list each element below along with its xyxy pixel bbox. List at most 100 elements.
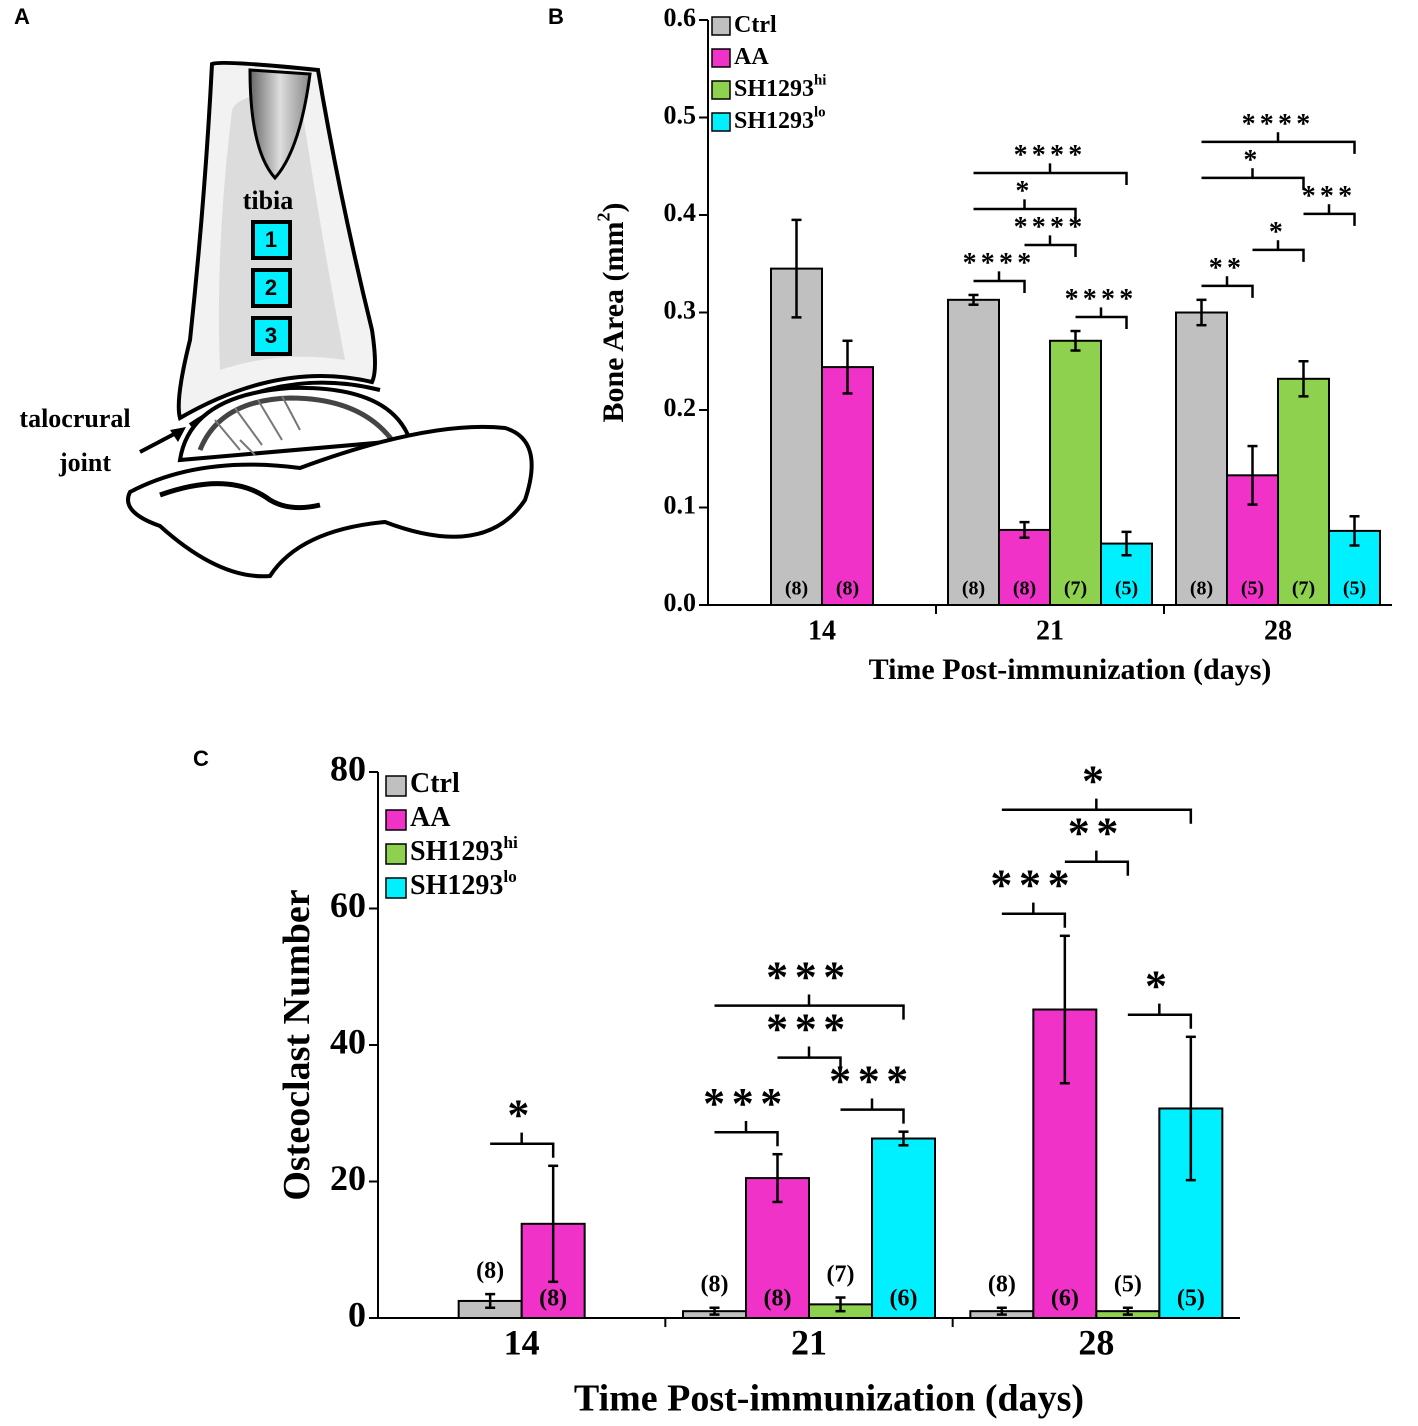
error-bar — [1121, 530, 1132, 557]
significance-bracket: *** — [1302, 181, 1356, 226]
n-label: (8) — [476, 1258, 504, 1284]
n-label: (8) — [988, 1272, 1016, 1298]
significance-label: *** — [766, 1005, 852, 1054]
legend-label: Ctrl — [734, 12, 777, 38]
significance-label: * — [1145, 962, 1174, 1011]
y-tick-label: 80 — [330, 748, 366, 788]
significance-label: **** — [1014, 212, 1087, 243]
bracket-line — [1127, 1013, 1193, 1029]
y-axis-label-text: Osteoclast Number — [276, 889, 318, 1200]
x-tick-label: 14 — [504, 1322, 540, 1362]
legend-swatch — [711, 48, 731, 68]
regions: 1 2 3 — [251, 220, 292, 356]
legend-sup: hi — [814, 73, 826, 89]
panel-label: C — [193, 746, 209, 771]
significance-bracket: **** — [1014, 212, 1087, 257]
significance-bracket: *** — [766, 1005, 852, 1072]
error-bar — [1196, 298, 1207, 327]
n-label: (5) — [1115, 578, 1138, 600]
n-label: (8) — [1013, 578, 1036, 600]
y-tick-label: 0.6 — [664, 3, 697, 32]
significance-label: * — [1082, 757, 1111, 806]
bone-label: tibia — [243, 186, 294, 215]
legend-sup: lo — [814, 105, 826, 121]
significance-label: **** — [963, 248, 1036, 279]
error-bar — [1122, 1306, 1133, 1316]
legend-name: AA — [734, 44, 769, 70]
bracket-line — [714, 1004, 905, 1020]
bracket-line — [973, 279, 1026, 293]
error-bar — [842, 339, 853, 395]
n-label: (8) — [764, 1286, 792, 1312]
y-axis-label: Bone Area (mm2) — [594, 202, 630, 422]
x-axis-label: Time Post-immunization (days) — [574, 1378, 1084, 1420]
significance-bracket: **** — [963, 248, 1036, 293]
significance-label: *** — [703, 1079, 789, 1128]
legend-swatch — [711, 16, 731, 36]
legend-sup: hi — [503, 833, 518, 852]
y-tick-label: 40 — [330, 1021, 366, 1061]
n-label: (8) — [701, 1272, 729, 1298]
y-tick-label: 0.2 — [664, 393, 697, 422]
error-bar — [485, 1292, 496, 1310]
bracket-line — [1303, 212, 1356, 226]
legend-swatch — [711, 80, 731, 100]
region-box — [251, 220, 292, 260]
y-tick-label: 0.0 — [664, 588, 697, 617]
legend-name: Ctrl — [410, 768, 460, 799]
calcaneus-line — [159, 481, 321, 511]
arrow — [139, 430, 179, 454]
chart: B0.00.10.20.30.40.50.614(8) (8)21(8) (8) (7… — [548, 3, 1392, 686]
y-axis-label-end: ) — [597, 202, 630, 212]
x-tick-label: 21 — [791, 1322, 827, 1362]
significance-bracket: *** — [990, 861, 1070, 928]
significance-bracket: * — [973, 176, 1077, 221]
legend-label: SH1293hi — [734, 73, 826, 101]
region-label: 3 — [265, 323, 277, 348]
significance-label: **** — [1065, 284, 1138, 315]
arrow-head — [170, 427, 186, 442]
bracket-line — [490, 1142, 555, 1158]
y-tick-label: 0 — [348, 1294, 366, 1334]
joint-label: joint — [58, 448, 111, 477]
bracket-line — [840, 1108, 905, 1124]
joint-label: talocrural — [19, 404, 130, 433]
significance-bracket: **** — [1201, 109, 1356, 154]
significance-label: * — [507, 1091, 536, 1140]
bracket-line — [1001, 808, 1193, 824]
significance-bracket: ** — [1201, 253, 1254, 298]
x-axis-label: Time Post-immunization (days) — [869, 653, 1272, 686]
significance-label: **** — [1242, 109, 1315, 140]
bracket-line — [1064, 860, 1130, 876]
legend-name: SH1293 — [734, 76, 814, 102]
x-tick-label: 28 — [1264, 615, 1292, 646]
legend-sup: lo — [503, 867, 517, 886]
legend-label: AA — [734, 44, 769, 70]
bracket-line — [777, 1056, 842, 1072]
bar — [1175, 311, 1228, 606]
bracket-line — [1024, 243, 1077, 257]
region-label: 2 — [265, 275, 277, 300]
error-bar — [996, 1306, 1007, 1316]
significance-label: ** — [1068, 809, 1125, 858]
legend-label: SH1293lo — [734, 105, 826, 133]
n-label: (5) — [1177, 1286, 1205, 1312]
significance-bracket: *** — [714, 953, 905, 1020]
legend-name: AA — [410, 802, 451, 833]
legend-swatch — [711, 112, 731, 132]
y-tick-label: 0.5 — [664, 100, 697, 129]
significance-label: *** — [829, 1057, 915, 1106]
error-bar — [898, 1130, 909, 1147]
n-label: (8) — [539, 1286, 567, 1312]
error-bar — [1185, 1035, 1196, 1182]
error-bar — [835, 1296, 846, 1313]
n-label: (7) — [1292, 578, 1315, 600]
panel-a: A tibia 1 2 3 talocrural joint — [14, 4, 534, 579]
legend-label: SH1293lo — [410, 867, 517, 901]
x-tick-label: 14 — [808, 615, 836, 646]
calcaneus — [126, 424, 534, 579]
y-axis-label: Osteoclast Number — [276, 889, 318, 1200]
y-axis-label-sup: 2 — [594, 212, 614, 221]
significance-bracket: ** — [1064, 809, 1130, 876]
